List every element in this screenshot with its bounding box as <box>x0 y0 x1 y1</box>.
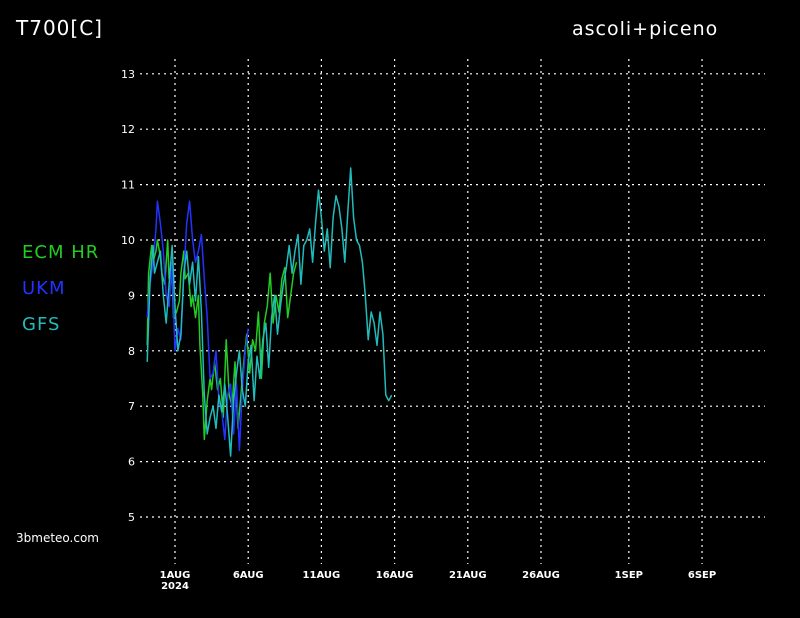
x-tick-label: 1SEP <box>615 570 643 581</box>
x-tick-sublabel: 2024 <box>161 581 189 592</box>
series-line-ecm-hr <box>146 239 298 441</box>
y-tick-label: 13 <box>121 68 135 81</box>
series-line-gfs <box>146 167 393 457</box>
x-tick-label: 6SEP <box>688 570 716 581</box>
x-tick-label: 21AUG <box>449 570 487 581</box>
y-tick-label: 12 <box>121 123 135 136</box>
legend-item-ecm: ECM HR <box>22 242 100 263</box>
y-tick-label: 8 <box>128 345 135 358</box>
y-tick-label: 7 <box>128 400 135 413</box>
y-tick-label: 11 <box>121 179 135 192</box>
legend-item-ukm: UKM <box>22 278 66 299</box>
x-tick-label: 1AUG <box>160 570 191 581</box>
y-tick-label: 10 <box>121 234 135 247</box>
chart-title: T700[C] <box>16 16 103 40</box>
y-tick-label: 9 <box>128 289 135 302</box>
y-tick-label: 5 <box>128 511 135 524</box>
series-line-ukm <box>146 200 249 452</box>
y-tick-label: 6 <box>128 456 135 469</box>
x-tick-label: 26AUG <box>522 570 560 581</box>
location-label: ascoli+piceno <box>572 18 719 40</box>
x-tick-label: 6AUG <box>233 570 264 581</box>
credit-label: 3bmeteo.com <box>16 531 99 545</box>
x-tick-label: 16AUG <box>376 570 414 581</box>
x-tick-label: 11AUG <box>303 570 341 581</box>
legend: ECM HR UKM GFS <box>22 242 99 350</box>
legend-item-gfs: GFS <box>22 314 61 335</box>
